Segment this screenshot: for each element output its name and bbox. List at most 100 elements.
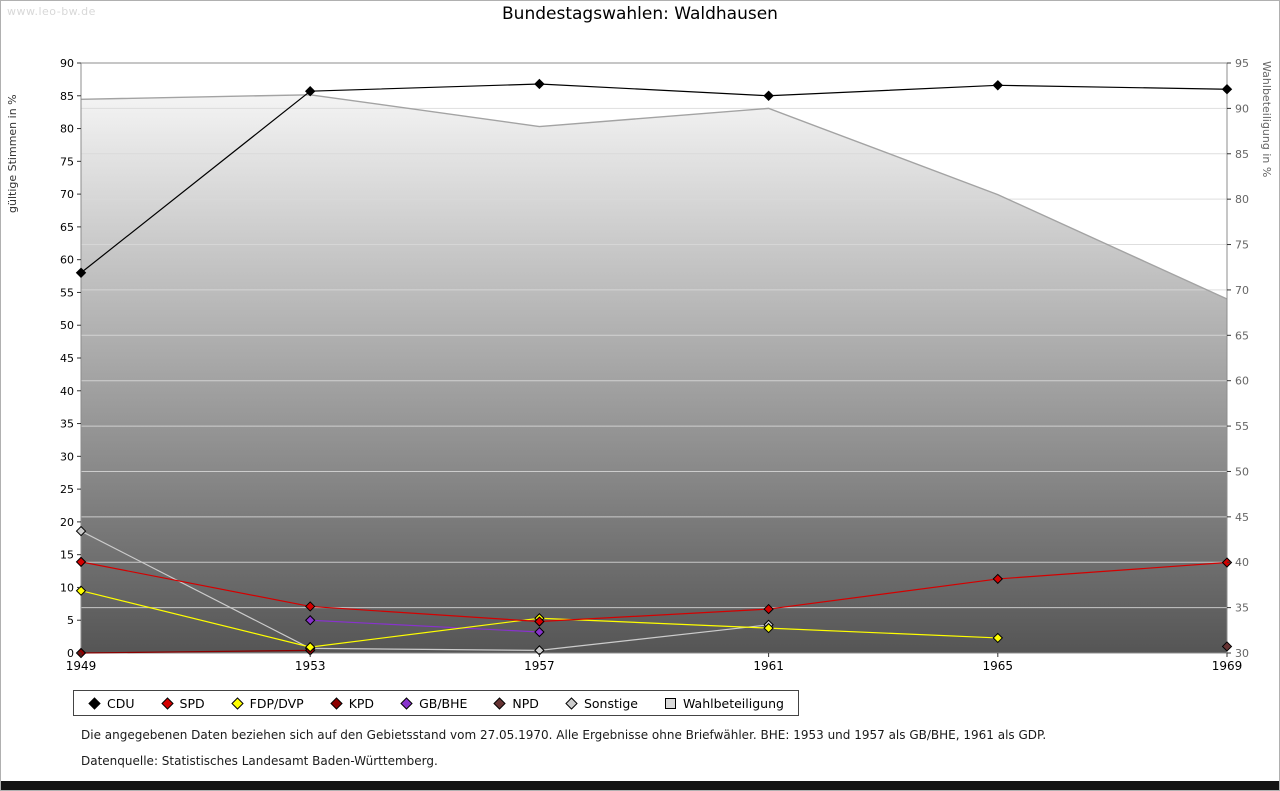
- diamond-marker-icon: [493, 696, 507, 710]
- svg-text:1949: 1949: [66, 659, 97, 673]
- svg-text:1965: 1965: [983, 659, 1014, 673]
- svg-text:85: 85: [1235, 148, 1249, 161]
- svg-text:60: 60: [1235, 375, 1249, 388]
- svg-text:75: 75: [1235, 239, 1249, 252]
- svg-text:0: 0: [67, 647, 74, 660]
- bottom-window-edge: [1, 781, 1279, 790]
- svg-text:70: 70: [1235, 284, 1249, 297]
- svg-text:55: 55: [60, 286, 74, 299]
- data-point-fdp-dvp-1965: [992, 632, 1004, 644]
- election-line-chart: 0 5 10 15 20 25 30 35 40 45 50 55 60 65 70 75 80 85 90 30 35…: [6, 57, 1273, 673]
- svg-text:45: 45: [1235, 511, 1249, 524]
- data-point-spd-1965: [992, 573, 1004, 585]
- svg-text:45: 45: [60, 352, 74, 365]
- legend-item-sonstige: Sonstige: [565, 696, 638, 711]
- data-point-cdu-1961: [763, 90, 774, 101]
- diamond-marker-icon: [88, 696, 101, 710]
- svg-text:75: 75: [60, 155, 74, 168]
- data-point-sonstige-1949: [75, 525, 87, 537]
- legend-label-sonstige: Sonstige: [583, 695, 638, 711]
- y-axis-left-title: gültige Stimmen in %: [6, 94, 19, 213]
- data-point-fdp-dvp-1953: [304, 641, 316, 653]
- svg-text:80: 80: [1235, 193, 1249, 206]
- legend-label-cdu: CDU: [107, 695, 135, 711]
- data-point-npd-1969: [1221, 641, 1233, 652]
- data-point-gb-bhe-1957: [534, 626, 545, 638]
- y-axis-right-title: Wahlbeteiligung in %: [1260, 61, 1273, 177]
- legend-item-cdu: CDU: [88, 696, 135, 711]
- square-marker-icon: [664, 697, 676, 709]
- series-wahlbeteiligung: [81, 94, 1227, 654]
- legend-item-fdp-dvp: FDP/DVP: [230, 695, 304, 711]
- data-point-gb-bhe-1953: [304, 615, 316, 626]
- svg-text:1957: 1957: [524, 659, 555, 673]
- svg-text:70: 70: [60, 188, 74, 201]
- legend-label-spd: SPD: [179, 695, 205, 711]
- svg-text:35: 35: [1235, 602, 1249, 615]
- data-point-fdp-dvp-1961: [763, 622, 774, 634]
- legend-label-kpd: KPD: [348, 695, 375, 711]
- svg-text:20: 20: [60, 516, 74, 529]
- svg-text:25: 25: [60, 483, 74, 496]
- data-point-cdu-1949: [75, 267, 87, 278]
- svg-text:1969: 1969: [1212, 659, 1243, 673]
- svg-text:35: 35: [60, 418, 74, 431]
- svg-text:90: 90: [1235, 102, 1249, 115]
- legend-label-gb-bhe: GB/BHE: [419, 695, 468, 711]
- y-axis-right: 30 35 40 45 50 55 60 65 70 75 80 85 90 95: [1227, 57, 1249, 660]
- svg-text:40: 40: [1235, 556, 1249, 569]
- data-point-cdu-1969: [1221, 84, 1233, 95]
- legend-label-fdp-dvp: FDP/DVP: [249, 695, 304, 711]
- svg-text:60: 60: [60, 254, 74, 267]
- svg-text:30: 30: [60, 450, 74, 463]
- data-point-fdp-dvp-1949: [75, 585, 87, 596]
- gridlines: [81, 107, 1227, 609]
- series-gb-bhe: [304, 615, 545, 638]
- series-wahlbeteiligung-line: [80, 94, 1228, 300]
- series-npd: [1221, 641, 1233, 652]
- series-cdu: [75, 78, 1233, 278]
- data-point-spd-1961: [763, 603, 774, 615]
- x-axis: 1949 1953 1957 1961 1965 1969: [66, 653, 1243, 673]
- chart-title: Bundestagswahlen: Waldhausen: [502, 4, 778, 24]
- leo-bw-watermark: www.leo-bw.de: [7, 5, 96, 18]
- y-axis-left: 0 5 10 15 20 25 30 35 40 45 50 55 60 65 70 75 80 85 90: [60, 57, 81, 660]
- svg-text:1961: 1961: [753, 659, 784, 673]
- legend-item-spd: SPD: [160, 695, 205, 711]
- data-point-spd-1957: [534, 616, 545, 627]
- footnote-datenquelle: Datenquelle: Statistisches Landesamt Bad…: [81, 754, 438, 768]
- svg-text:65: 65: [60, 221, 74, 234]
- svg-text:85: 85: [60, 90, 74, 103]
- svg-text:90: 90: [60, 57, 74, 70]
- diamond-marker-icon: [160, 696, 174, 710]
- diamond-marker-icon: [230, 696, 244, 710]
- legend-item-npd: NPD: [493, 696, 539, 711]
- svg-text:40: 40: [60, 385, 74, 398]
- svg-text:1953: 1953: [295, 659, 326, 673]
- legend-label-npd: NPD: [512, 695, 539, 711]
- svg-text:30: 30: [1235, 647, 1249, 660]
- diamond-marker-icon: [329, 696, 343, 710]
- diamond-marker-icon: [400, 696, 413, 710]
- svg-text:5: 5: [67, 614, 74, 627]
- legend-item-gb-bhe: GB/BHE: [400, 696, 467, 711]
- svg-text:15: 15: [60, 549, 74, 562]
- footnote-gebietsstand: Die angegebenen Daten beziehen sich auf …: [81, 728, 1047, 742]
- legend-item-kpd: KPD: [329, 695, 375, 711]
- svg-text:65: 65: [1235, 329, 1249, 342]
- svg-text:80: 80: [60, 123, 74, 136]
- data-point-cdu-1965: [992, 80, 1004, 91]
- data-point-cdu-1953: [304, 85, 316, 97]
- series-spd: [75, 556, 1233, 627]
- svg-text:50: 50: [1235, 465, 1249, 478]
- svg-text:95: 95: [1235, 57, 1249, 70]
- legend-item-wahlbeteiligung: Wahlbeteiligung: [664, 696, 784, 711]
- data-point-spd-1949: [75, 556, 87, 568]
- diamond-marker-icon: [565, 696, 578, 710]
- data-point-cdu-1957: [534, 78, 545, 90]
- svg-text:50: 50: [60, 319, 74, 332]
- svg-text:10: 10: [60, 581, 74, 594]
- legend-label-wahlbeteiligung: Wahlbeteiligung: [682, 695, 784, 711]
- data-point-spd-1953: [304, 601, 316, 612]
